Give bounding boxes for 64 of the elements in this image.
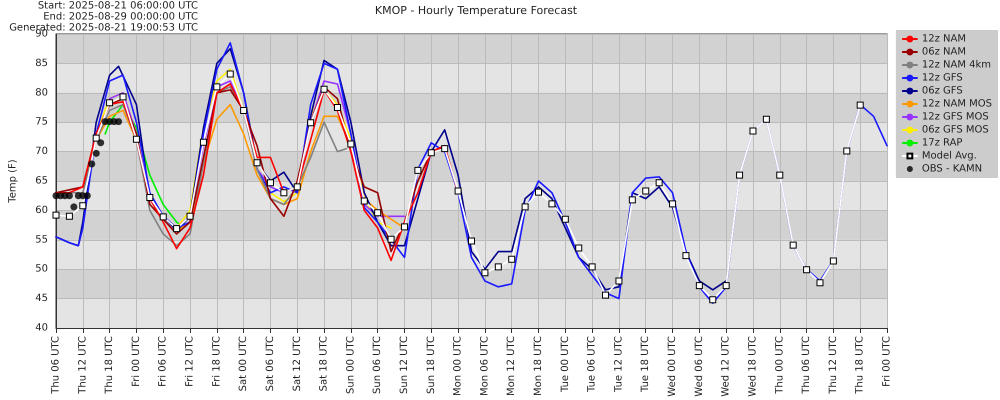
text: End: 2025-08-29 00:00:00 UTC [43,12,198,22]
x-tick-label: Mon 18 UTC [533,336,544,396]
x-tick-label: Thu 00 UTC [774,336,786,395]
x-tick-label: Sun 12 UTC [398,336,410,394]
legend-label: 06z GFS [922,86,963,96]
x-tick-label: Thu 06 UTC [801,336,812,395]
x-tick-label: Sun 06 UTC [372,336,384,394]
point [115,118,122,126]
x-tick-label: Fri 00 UTC [882,336,892,387]
x-tick-label: Wed 12 UTC [720,336,732,397]
y-tick-label: 70 [35,146,48,158]
x-tick-label: Sun 18 UTC [426,336,437,394]
point [66,192,73,200]
x-tick-label: Mon 12 UTC [506,336,518,396]
legend-label: 06z NAM [922,46,966,58]
y-tick-label: 60 [35,204,48,216]
x-tick-label: Sat 12 UTC [292,336,303,392]
y-tick-label: 80 [35,87,48,98]
x-tick-label: Tue 06 UTC [586,336,598,393]
point [97,139,104,146]
x-tick-label: Mon 06 UTC [479,336,490,396]
x-tick-label: Thu 06 UTC [50,336,62,395]
point [88,160,96,168]
x-tick-label: Fri 12 UTC [184,336,196,387]
y-tick-label: 85 [35,58,48,69]
y-tick-label: 55 [35,234,48,246]
legend-label: OBS - KAMN [922,164,982,174]
x-tick-label: Sat 06 UTC [264,336,276,392]
x-tick-label: Tue 12 UTC [613,336,624,393]
x-tick-label: Sat 00 UTC [238,336,250,392]
x-tick-label: Fri 18 UTC [211,336,222,387]
x-tick-label: Sat 18 UTC [318,336,330,392]
legend-label: 12z GFS MOS [922,112,989,122]
legend-label: 12z NAM 4km [922,60,992,70]
x-tick-label: Wed 06 UTC [694,336,705,397]
y-tick-label: 65 [35,176,48,186]
x-tick-label: Wed 18 UTC [747,336,758,397]
y-tick-label: 75 [35,116,48,128]
x-tick-label: Wed 00 UTC [667,336,678,397]
text: Start: 2025-08-21 06:00:00 UTC [38,0,198,12]
x-tick-label: Sun 00 UTC [345,336,356,394]
y-tick-label: 50 [35,264,48,275]
chart-title: KMOP - Hourly Temperature Forecast [374,4,578,17]
x-tick-label: Tue 00 UTC [560,336,571,393]
legend-label: 12z GFS [922,72,963,84]
y-axis-title: Temp (F) [8,159,18,204]
legend-label: Model Avg. [922,150,977,162]
y-tick-label: 45 [35,293,48,304]
x-tick-label: Fri 06 UTC [158,336,169,387]
point [92,150,100,157]
point [70,203,78,210]
legend-label: 17z RAP [922,138,962,148]
legend-label: 12z NAM MOS [922,98,992,110]
y-tick-label: 40 [35,322,48,334]
x-tick-label: Thu 18 UTC [854,336,866,395]
x-tick-label: Fri 00 UTC [130,336,142,387]
x-tick-label: Thu 12 UTC [828,336,839,395]
legend-label: 06z GFS MOS [922,124,989,136]
x-tick-label: Thu 12 UTC [77,336,88,395]
x-tick-label: Thu 18 UTC [104,336,116,395]
point [84,192,91,200]
legend-label: 12z NAM [922,34,966,44]
x-tick-label: Tue 18 UTC [640,336,652,393]
x-tick-label: Mon 00 UTC [452,336,464,396]
